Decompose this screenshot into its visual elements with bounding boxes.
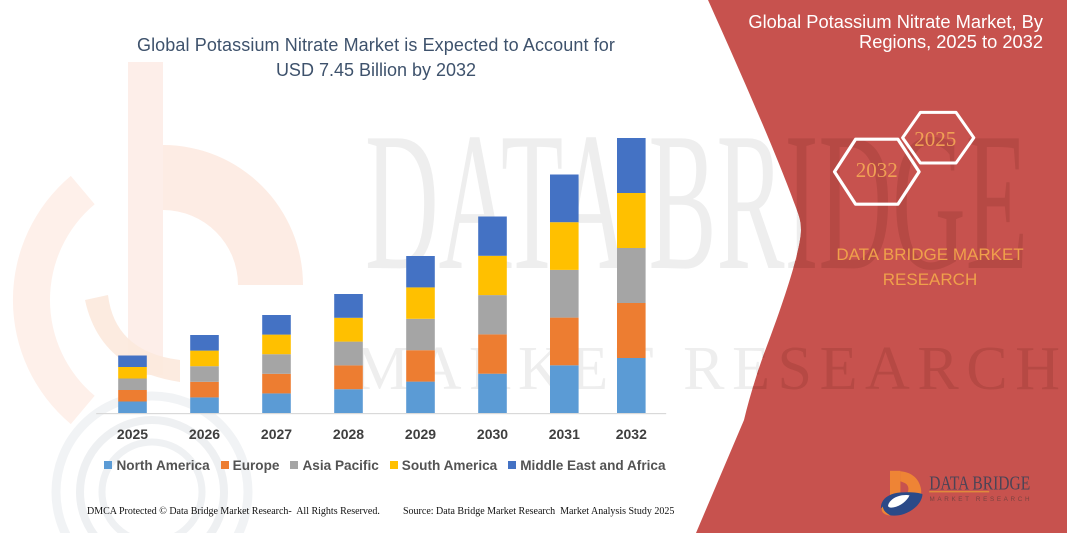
svg-text:MARKET RESEARCH: MARKET RESEARCH (930, 496, 1030, 503)
svg-text:DATA BRIDGE: DATA BRIDGE (929, 473, 1030, 495)
